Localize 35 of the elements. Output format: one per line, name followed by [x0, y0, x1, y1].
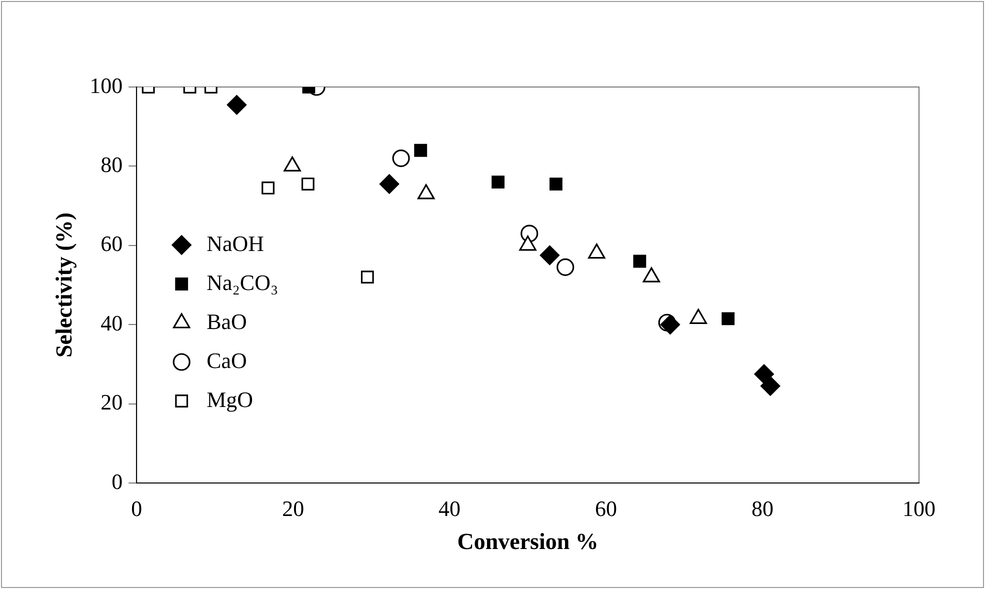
point: [754, 364, 774, 384]
point: [414, 144, 428, 157]
point: [380, 174, 400, 194]
y-axis-title: Selectivity (%): [52, 212, 77, 358]
x-tick-label: 60: [595, 496, 618, 521]
y-tick-label: 60: [100, 231, 123, 256]
x-axis-title: Conversion %: [457, 529, 598, 554]
point: [226, 95, 247, 115]
point: [540, 246, 560, 266]
point: [360, 270, 374, 284]
legend-label: NaOH: [206, 230, 264, 256]
point: [556, 258, 574, 276]
legend-label: CaO: [206, 348, 247, 373]
point: [660, 314, 680, 334]
legend-label: BaO: [206, 308, 247, 334]
point: [722, 312, 735, 326]
y-tick-label: 0: [112, 468, 123, 494]
point: [550, 178, 562, 190]
point: [262, 182, 274, 194]
y-tick-label: 80: [100, 152, 123, 177]
x-tick-label: 20: [282, 496, 304, 521]
point: [633, 254, 646, 268]
y-tick-label: 40: [100, 310, 123, 336]
legend-label: Na₂CO₃: [206, 270, 278, 295]
legend-label: MgO: [206, 386, 254, 412]
x-tick-label: 100: [902, 496, 936, 521]
point: [301, 178, 314, 190]
x-tick-label: 0: [131, 496, 142, 521]
x-tick-label: 80: [752, 496, 774, 521]
point: [392, 149, 410, 168]
x-tick-label: 40: [438, 496, 461, 521]
y-tick-label: 20: [100, 390, 123, 415]
y-tick-label: 100: [90, 72, 123, 98]
point: [760, 376, 780, 396]
point: [492, 176, 505, 188]
